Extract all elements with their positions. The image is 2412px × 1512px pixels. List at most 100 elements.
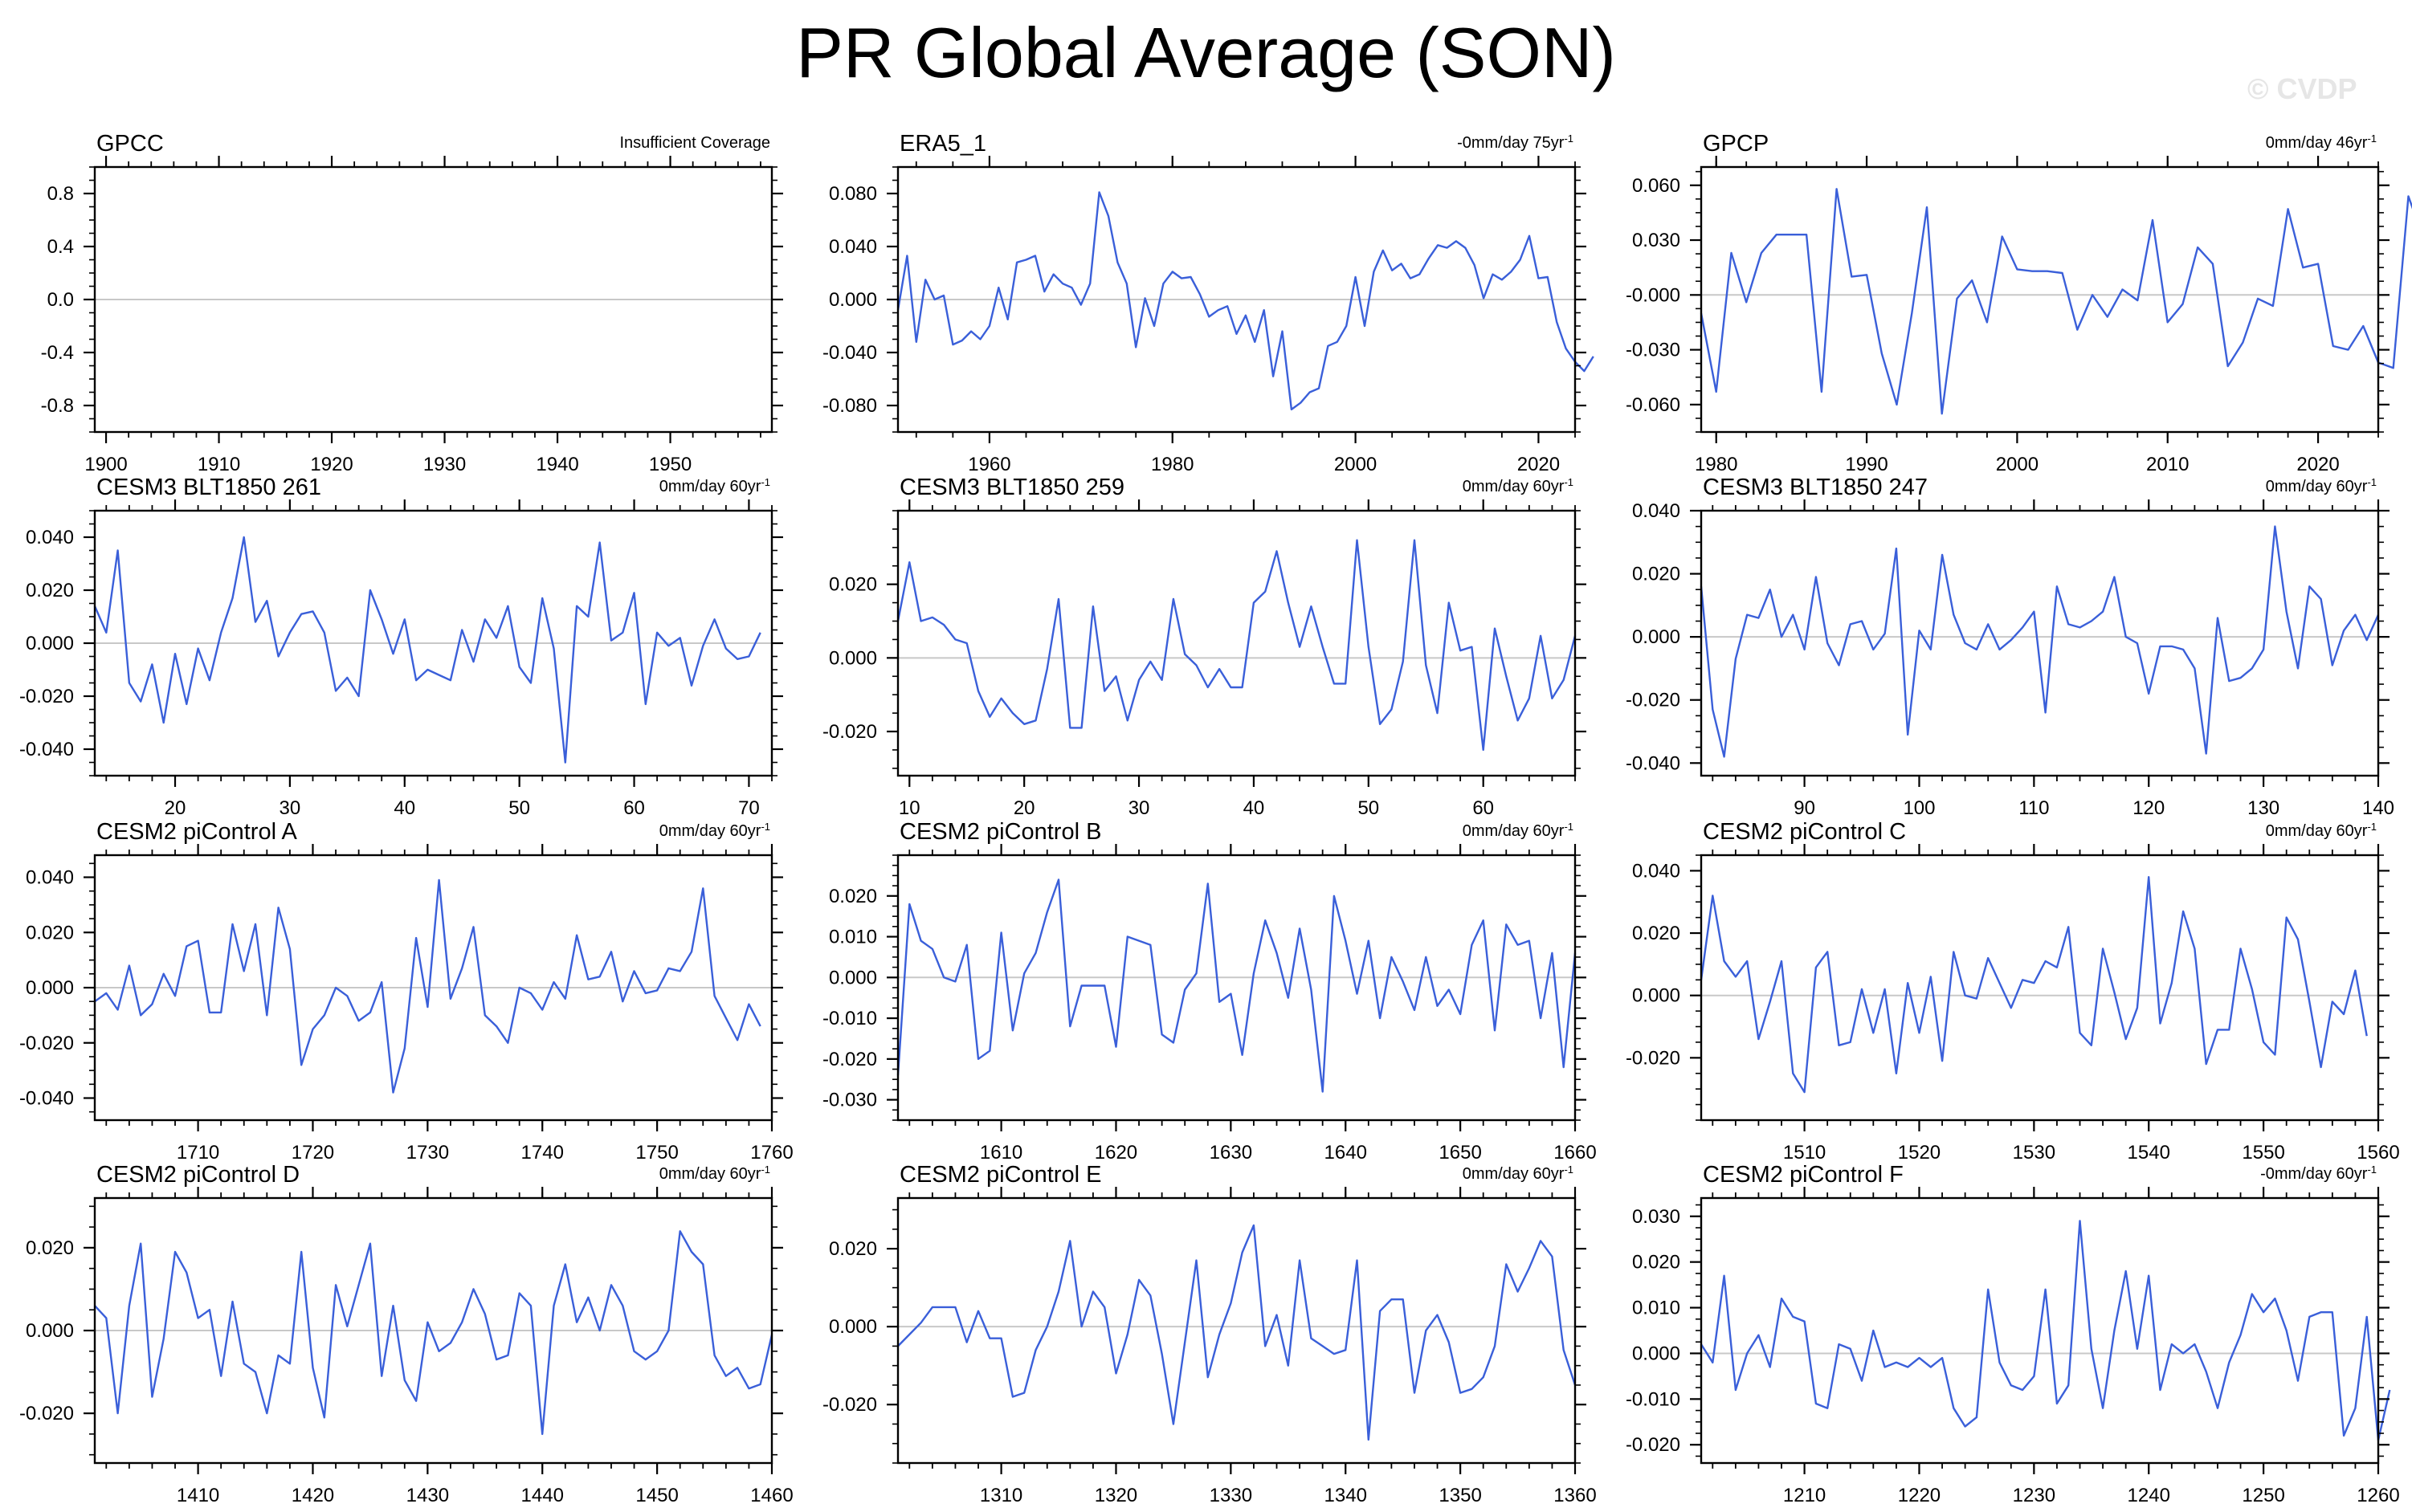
y-tick-label: 0.000	[1632, 1343, 1680, 1364]
x-tick-label: 1260	[2357, 1485, 2399, 1506]
trend-value: -0mm/day 75yr	[1457, 134, 1565, 152]
y-tick-label: 0.020	[829, 574, 877, 596]
x-tick-label: 70	[738, 797, 760, 819]
panel: 1310 1320 1330 1340 1350 1360 -0.020 0.000 0.020…	[822, 1162, 1597, 1506]
x-tick-label: 1980	[1151, 454, 1194, 475]
x-tick-label: 1520	[1898, 1142, 1941, 1164]
series-line	[896, 878, 1577, 1093]
y-tick-label: -0.020	[822, 721, 877, 743]
y-tick-label: 0.030	[1632, 1206, 1680, 1228]
x-tick-label: 60	[1472, 797, 1494, 819]
series-line	[896, 191, 1594, 411]
y-tick-label: -0.000	[1626, 284, 1680, 306]
panel: 10 20 30 40 50 60 -0.020 0.000 0.020 CESM3 BLT185…	[822, 475, 1586, 819]
x-tick-label: 1740	[521, 1142, 564, 1164]
panel-title: CESM2 piControl D	[96, 1162, 300, 1188]
trend-label: Insufficient Coverage	[619, 134, 770, 152]
trend-value: 0mm/day 60yr	[659, 822, 761, 840]
y-tick-label: 0.4	[47, 236, 74, 258]
y-tick-label: 0.010	[829, 927, 877, 948]
trend-exponent: -1	[1564, 132, 1573, 145]
trend-exponent: -1	[761, 1164, 770, 1176]
trend-exponent: -1	[1564, 1164, 1573, 1176]
panel: 1510 1520 1530 1540 1550 1560 -0.020 0.000 0.020…	[1626, 819, 2400, 1164]
trend-value: 0mm/day 46yr	[2266, 134, 2368, 152]
x-tick-label: 100	[1903, 797, 1935, 819]
y-tick-label: -0.020	[1626, 1047, 1680, 1069]
x-tick-label: 2000	[1334, 454, 1377, 475]
trend-exponent: -1	[2367, 1164, 2377, 1176]
x-tick-label: 120	[2132, 797, 2165, 819]
panel: 1980 1990 2000 2010 2020 -0.060 -0.030 -0.000 0.…	[1626, 131, 2412, 475]
x-tick-label: 2000	[1996, 454, 2039, 475]
y-tick-label: 0.000	[829, 289, 877, 311]
x-tick-label: 1250	[2242, 1485, 2284, 1506]
trend-value: 0mm/day 60yr	[659, 478, 761, 495]
y-tick-label: 0.030	[1632, 230, 1680, 251]
x-tick-label: 130	[2247, 797, 2279, 819]
x-tick-label: 1750	[635, 1142, 678, 1164]
trend-label: 0mm/day 60yr-1	[659, 1164, 770, 1184]
x-tick-label: 1650	[1439, 1142, 1481, 1164]
y-tick-label: -0.080	[822, 395, 877, 417]
x-tick-label: 1450	[635, 1485, 678, 1506]
panel-title: CESM3 BLT1850 247	[1703, 475, 1928, 500]
x-tick-label: 2020	[2296, 454, 2339, 475]
panel-title: CESM2 piControl C	[1703, 819, 1906, 845]
x-tick-label: 2010	[2146, 454, 2189, 475]
y-tick-label: -0.020	[19, 1403, 74, 1424]
y-tick-label: 0.000	[26, 977, 74, 999]
panel: 1610 1620 1630 1640 1650 1660 -0.030 -0.020 -0.0…	[822, 819, 1597, 1164]
y-tick-label: -0.020	[822, 1049, 877, 1070]
panel: 20 30 40 50 60 70 -0.040 -0.020 0.000 0.020 0.040 C…	[19, 475, 783, 819]
x-tick-label: 1620	[1095, 1142, 1137, 1164]
trend-value: -0mm/day 60yr	[2260, 1165, 2368, 1183]
trend-label: 0mm/day 60yr-1	[2266, 476, 2377, 496]
x-tick-label: 50	[1357, 797, 1379, 819]
panel-title: CESM3 BLT1850 259	[900, 475, 1124, 500]
trend-exponent: -1	[761, 821, 770, 833]
y-tick-label: 0.000	[829, 647, 877, 669]
x-tick-label: 40	[1243, 797, 1265, 819]
x-tick-label: 1660	[1553, 1142, 1596, 1164]
x-tick-label: 110	[2018, 797, 2049, 819]
y-tick-label: 0.020	[26, 922, 74, 943]
y-tick-label: -0.4	[41, 342, 74, 364]
x-tick-label: 1460	[750, 1485, 793, 1506]
x-tick-label: 1350	[1439, 1485, 1481, 1506]
x-tick-label: 30	[280, 797, 301, 819]
y-tick-label: -0.020	[19, 1033, 74, 1054]
trend-exponent: -1	[2367, 132, 2377, 145]
trend-exponent: -1	[1564, 476, 1573, 488]
plot-frame	[896, 1196, 1577, 1465]
x-tick-label: 50	[508, 797, 530, 819]
panel-title: CESM2 piControl B	[900, 819, 1101, 845]
trend-value: 0mm/day 60yr	[2266, 478, 2368, 495]
trend-exponent: -1	[2367, 821, 2377, 833]
y-tick-label: 0.040	[1632, 860, 1680, 882]
y-tick-label: -0.060	[1626, 394, 1680, 416]
plot-frame	[896, 509, 1577, 777]
series-line	[1700, 525, 2380, 758]
figure-title: PR Global Average (SON)	[796, 13, 1616, 92]
x-tick-label: 1510	[1783, 1142, 1826, 1164]
y-tick-label: 0.040	[26, 527, 74, 548]
x-tick-label: 1240	[2128, 1485, 2170, 1506]
x-tick-label: 1910	[198, 454, 240, 475]
trend-value: 0mm/day 60yr	[1463, 478, 1565, 495]
trend-exponent: -1	[2367, 476, 2377, 488]
panel: 1210 1220 1230 1240 1250 1260 -0.020 -0.010 0.00…	[1626, 1162, 2400, 1506]
trend-label: 0mm/day 60yr-1	[1463, 476, 1573, 496]
x-tick-label: 1360	[1553, 1485, 1596, 1506]
y-tick-label: 0.020	[26, 580, 74, 601]
trend-exponent: -1	[761, 476, 770, 488]
x-tick-label: 2020	[1517, 454, 1560, 475]
x-tick-label: 1980	[1695, 454, 1737, 475]
x-tick-label: 1710	[177, 1142, 219, 1164]
x-tick-label: 140	[2362, 797, 2394, 819]
trend-label: 0mm/day 60yr-1	[659, 476, 770, 496]
series-line	[897, 1224, 1577, 1441]
y-tick-label: 0.060	[1632, 175, 1680, 197]
y-tick-label: -0.8	[41, 395, 74, 417]
y-tick-label: -0.030	[822, 1090, 877, 1111]
